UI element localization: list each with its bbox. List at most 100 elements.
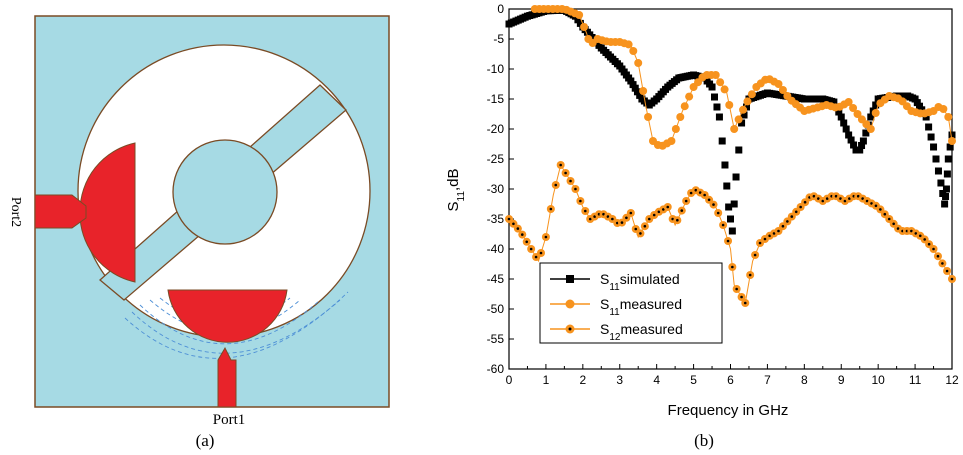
data-point [629, 47, 638, 55]
data-point-center [615, 221, 619, 225]
data-point-center [512, 222, 515, 226]
x-tick-label: 3 [616, 373, 623, 387]
data-point [927, 133, 935, 141]
data-point-center [883, 212, 887, 216]
data-point [713, 103, 721, 111]
x-tick-label: 12 [945, 373, 959, 387]
data-point [721, 161, 729, 169]
data-point-center [593, 215, 596, 218]
data-point-center [914, 232, 918, 235]
x-tick-label: 0 [506, 373, 513, 387]
data-point-center [843, 199, 847, 203]
data-point-center [731, 265, 734, 269]
data-point [575, 11, 584, 19]
data-point-center [657, 210, 661, 214]
data-point-center [786, 220, 789, 223]
x-axis-label: Frequency in GHz [668, 402, 789, 419]
data-point-center [516, 227, 520, 230]
data-point-center [507, 217, 511, 221]
data-point [730, 200, 738, 208]
data-point-center [927, 242, 931, 246]
data-point-center [676, 218, 679, 222]
data-point-center [569, 179, 572, 183]
data-point [644, 113, 653, 121]
data-point-center [629, 211, 633, 215]
data-point-center [554, 183, 558, 187]
x-tick-label: 2 [579, 373, 586, 387]
data-point-center [703, 193, 706, 197]
data-point [866, 125, 875, 133]
data-point [634, 59, 643, 67]
data-point-center [848, 197, 851, 200]
data-point [711, 93, 719, 101]
port1-label: Port1 [213, 412, 246, 428]
data-point-center [839, 197, 842, 200]
data-point-center [817, 197, 820, 200]
data-point-center [896, 227, 900, 230]
data-point [844, 98, 853, 106]
data-point-center [671, 217, 674, 221]
data-point-center [680, 209, 684, 212]
y-tick-label: 0 [497, 2, 504, 16]
legend-entry: S11simulated [550, 271, 680, 293]
data-point-center [520, 233, 524, 236]
data-point [840, 119, 848, 127]
data-point-center [735, 287, 738, 291]
x-tick-label: 10 [871, 373, 885, 387]
data-point [633, 88, 641, 96]
data-point [732, 173, 740, 181]
data-point [743, 97, 752, 106]
data-point [845, 131, 853, 139]
data-point [716, 78, 725, 87]
data-point [842, 125, 850, 133]
legend-marker-center [568, 327, 572, 331]
data-point [942, 193, 950, 200]
data-point [778, 86, 787, 94]
data-point-center [529, 247, 533, 251]
data-point-center [918, 234, 922, 238]
caption-b: (b) [694, 431, 714, 450]
data-point-center [803, 200, 807, 204]
x-tick-label: 11 [909, 373, 922, 387]
data-point [727, 215, 734, 223]
data-point [858, 142, 866, 149]
data-point-center [740, 295, 743, 299]
data-point-center [861, 197, 864, 200]
data-point [735, 146, 743, 154]
legend-marker [565, 299, 575, 309]
data-point-center [666, 205, 670, 209]
data-point-center [892, 222, 895, 226]
legend-marker [566, 275, 574, 283]
inner-circle [172, 139, 278, 245]
patch-port1 [167, 289, 288, 343]
series-S12measured [505, 161, 956, 307]
data-point [680, 102, 689, 111]
data-point-center [652, 213, 656, 217]
data-point-center [923, 238, 926, 241]
data-point-center [574, 187, 577, 191]
data-point [708, 83, 716, 91]
data-point-center [910, 229, 913, 233]
data-point [725, 101, 734, 109]
data-point-center [549, 207, 553, 211]
data-point [739, 105, 748, 114]
data-point [830, 98, 838, 106]
data-point-center [579, 199, 582, 203]
data-point [629, 81, 637, 89]
data-point [862, 129, 870, 137]
data-point-center [534, 255, 538, 259]
y-tick-label: -35 [487, 212, 505, 226]
data-point [734, 115, 743, 124]
x-tick-label: 5 [690, 373, 697, 387]
data-point [671, 125, 680, 133]
data-point [946, 143, 954, 151]
data-point [742, 103, 750, 111]
data-point-center [748, 273, 752, 277]
data-point [871, 109, 880, 117]
feed-port2 [34, 194, 87, 229]
data-point [943, 170, 951, 178]
series-S11simulated [505, 6, 956, 235]
data-point [941, 200, 949, 208]
data-point-center [812, 194, 816, 198]
